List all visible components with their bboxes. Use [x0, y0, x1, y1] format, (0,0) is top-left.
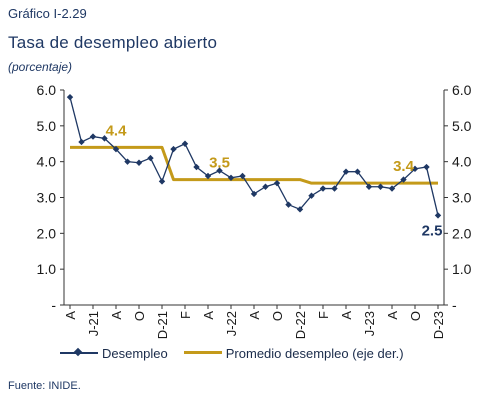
data-point-desempleo: [135, 159, 143, 166]
data-point-desempleo: [400, 176, 407, 183]
annotation-label: 3.5: [209, 155, 230, 172]
x-tick-label: O: [270, 311, 285, 321]
data-point-desempleo: [158, 178, 166, 185]
data-point-desempleo: [170, 145, 177, 153]
x-tick-label: A: [109, 311, 124, 320]
data-point-desempleo: [124, 158, 131, 165]
legend-swatch-desempleo: [60, 347, 98, 359]
x-tick-label: J-23: [362, 311, 377, 336]
data-point-desempleo: [423, 163, 430, 171]
y-tick-label-left: 5.0: [37, 118, 57, 134]
data-point-desempleo: [308, 192, 315, 199]
legend-label-desempleo: Desempleo: [102, 345, 168, 361]
x-tick-label: D-22: [293, 311, 308, 339]
data-point-desempleo: [411, 165, 419, 173]
legend-swatch-promedio: [183, 347, 222, 359]
x-tick-label: F: [178, 311, 193, 319]
y-tick-label-right: 6.0: [452, 82, 472, 98]
y-tick-label-left: 3.0: [37, 190, 57, 206]
y-tick-label-right: 4.0: [452, 154, 472, 170]
chart-title: Tasa de desempleo abierto: [8, 33, 218, 52]
data-point-desempleo: [181, 140, 189, 147]
data-point-desempleo: [273, 179, 281, 187]
y-tick-label-left: -: [51, 297, 56, 313]
data-point-desempleo: [285, 201, 292, 208]
y-tick-label-right: 1.0: [452, 261, 472, 277]
data-point-desempleo: [296, 206, 304, 213]
data-point-desempleo: [78, 138, 85, 146]
x-tick-label: A: [385, 311, 400, 320]
data-point-desempleo: [227, 174, 235, 181]
x-tick-label: A: [63, 311, 78, 320]
data-point-desempleo: [262, 183, 269, 190]
data-point-desempleo: [66, 93, 74, 101]
data-point-desempleo: [331, 185, 338, 192]
x-tick-label: J-22: [224, 311, 239, 336]
chart-legend: Desempleo Promedio desempleo (eje der.): [60, 343, 420, 363]
annotation-label: 3.4: [393, 158, 415, 175]
data-point-desempleo: [193, 163, 200, 171]
y-tick-label-left: 2.0: [37, 225, 57, 241]
y-tick-label-right: 3.0: [452, 190, 472, 206]
chart-caption: Gráfico I-2.29: [8, 6, 87, 21]
annotation-label: 2.5: [422, 222, 443, 239]
x-tick-label: D-21: [155, 311, 170, 339]
data-point-desempleo: [319, 185, 327, 192]
x-tick-label: O: [132, 311, 147, 321]
data-point-desempleo: [342, 168, 350, 175]
legend-label-promedio: Promedio desempleo (eje der.): [225, 345, 404, 361]
y-tick-label-left: 4.0: [37, 154, 57, 170]
y-tick-label-right: 2.0: [452, 225, 472, 241]
x-tick-label: D-23: [431, 311, 446, 339]
x-tick-label: A: [339, 311, 354, 320]
data-point-desempleo: [250, 190, 258, 198]
x-tick-label: A: [201, 311, 216, 320]
y-tick-label-left: 6.0: [37, 82, 57, 98]
legend-item-promedio: Promedio desempleo (eje der.): [183, 345, 404, 361]
data-point-desempleo: [239, 172, 246, 180]
x-tick-label: J-21: [86, 311, 101, 336]
data-point-desempleo: [434, 212, 442, 219]
data-point-desempleo: [101, 135, 108, 142]
annotation-label: 4.4: [106, 122, 128, 139]
y-tick-label-right: -: [452, 297, 457, 313]
x-tick-label: F: [316, 311, 331, 319]
data-point-desempleo: [147, 154, 154, 162]
source-note: Fuente: INIDE.: [8, 380, 81, 392]
data-point-desempleo: [112, 145, 120, 153]
data-point-desempleo: [216, 167, 223, 174]
x-tick-label: A: [247, 311, 262, 320]
legend-item-desempleo: Desempleo: [60, 346, 168, 361]
x-tick-label: O: [408, 311, 423, 321]
data-point-desempleo: [365, 183, 373, 190]
data-point-desempleo: [89, 133, 97, 140]
series-line-desempleo: [69, 97, 439, 216]
chart-subtitle: (porcentaje): [8, 60, 73, 74]
data-point-desempleo: [388, 185, 396, 192]
data-point-desempleo: [354, 168, 361, 175]
series-line-promedio: [70, 145, 438, 185]
y-tick-label-right: 5.0: [452, 118, 472, 134]
data-point-desempleo: [204, 172, 212, 180]
data-point-desempleo: [377, 183, 384, 190]
y-tick-label-left: 1.0: [37, 261, 57, 277]
